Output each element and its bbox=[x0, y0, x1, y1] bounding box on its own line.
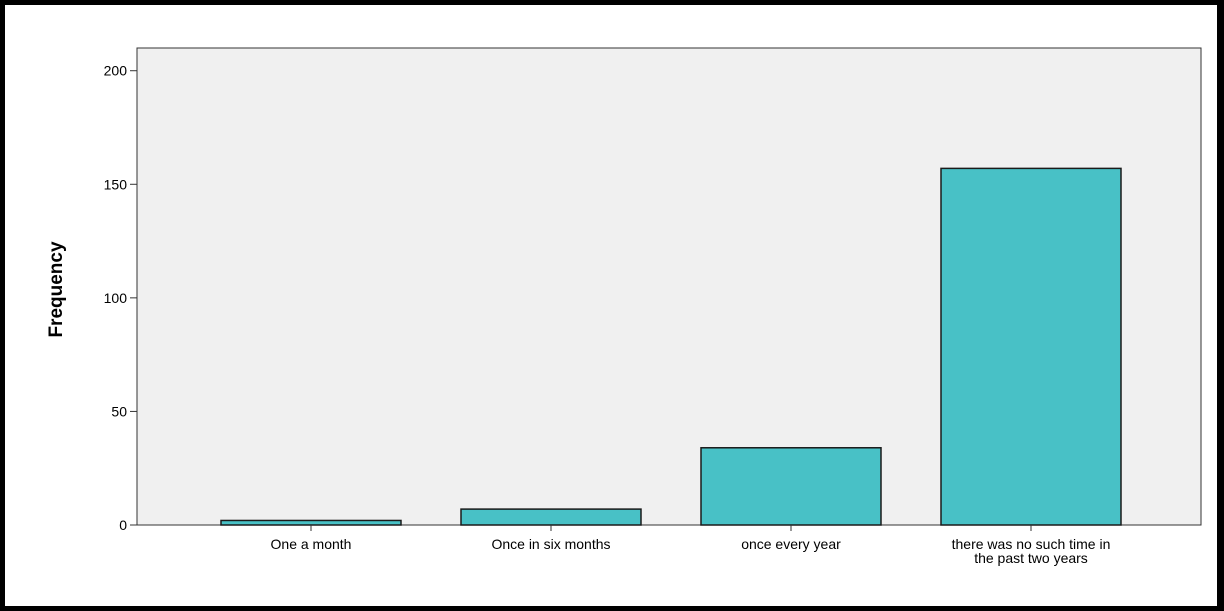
y-axis-title: Frequency bbox=[46, 241, 67, 338]
bar bbox=[460, 508, 642, 526]
x-axis: One a month Once in six months once every … bbox=[271, 525, 1111, 566]
y-tick-label: 50 bbox=[111, 403, 127, 419]
y-tick-label: 200 bbox=[104, 63, 128, 79]
bar bbox=[220, 519, 402, 526]
x-tick-label: Once in six months bbox=[491, 536, 610, 552]
y-tick-label: 0 bbox=[119, 517, 127, 533]
y-tick-label: 150 bbox=[104, 176, 128, 192]
bar bbox=[940, 167, 1122, 526]
x-tick-label: there was no such time in the past two ye… bbox=[952, 536, 1111, 566]
x-tick-label: once every year bbox=[741, 536, 841, 552]
bars bbox=[220, 167, 1122, 526]
y-tick-label: 100 bbox=[104, 290, 128, 306]
x-tick-label: One a month bbox=[271, 536, 352, 552]
y-axis: 0 50 100 150 200 bbox=[104, 63, 137, 533]
bar bbox=[700, 447, 882, 526]
